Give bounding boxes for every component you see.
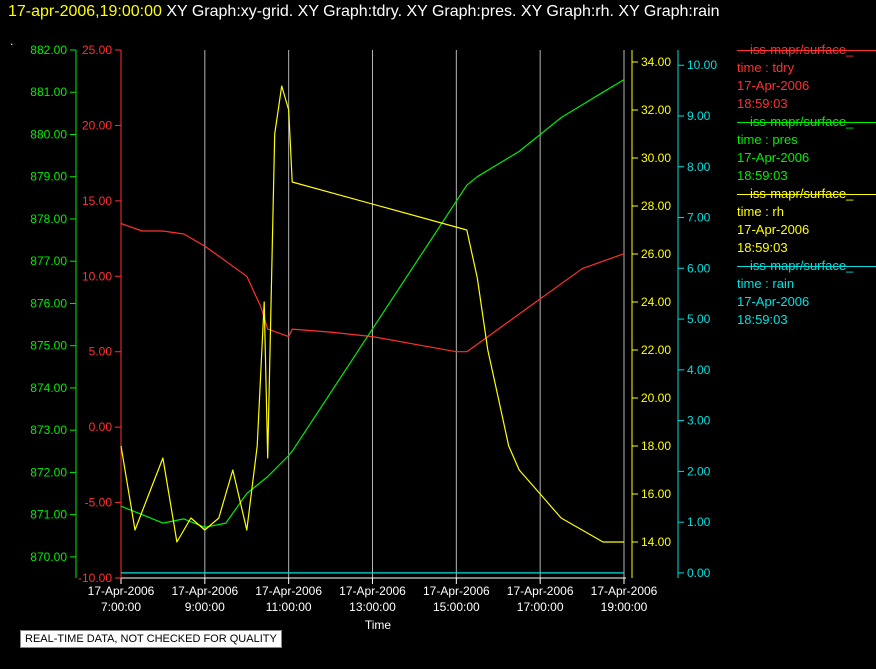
- x-tick-label-time: 17:00:00: [517, 600, 564, 614]
- x-tick-label-date: 17-Apr-2006: [171, 584, 238, 598]
- legend-name: —iss-mapr/surface_: [737, 42, 854, 57]
- pres-tick-label: 881.00: [30, 85, 67, 99]
- rh-tick-label: 18.00: [641, 439, 671, 453]
- legend-label: time : rain: [737, 276, 795, 291]
- legend-entry: —iss-mapr/surface_time : pres 17-Apr-2006…: [737, 114, 876, 185]
- rh-tick-label: 26.00: [641, 247, 671, 261]
- legend-name: —iss-mapr/surface_: [737, 114, 854, 129]
- legend-date: 17-Apr-2006: [737, 294, 810, 309]
- pres-tick-label: 873.00: [30, 423, 67, 437]
- x-tick-label-date: 17-Apr-2006: [507, 584, 574, 598]
- pres-tick-label: 879.00: [30, 170, 67, 184]
- rh-tick-label: 20.00: [641, 391, 671, 405]
- window-title: 17-apr-2006,19:00:00 XY Graph:xy-grid. X…: [8, 3, 720, 21]
- legend-entry: —iss-mapr/surface_time : tdry 17-Apr-2006…: [737, 42, 876, 113]
- legend-name: —iss-mapr/surface_: [737, 258, 854, 273]
- pres-tick-label: 878.00: [30, 212, 67, 226]
- rh-tick-label: 28.00: [641, 199, 671, 213]
- rain-tick-label: 4.00: [687, 363, 711, 377]
- legend-separator: [737, 266, 876, 267]
- title-graph-list: XY Graph:xy-grid. XY Graph:tdry. XY Grap…: [166, 3, 720, 20]
- rh-tick-label: 24.00: [641, 295, 671, 309]
- tdry-tick-label: 0.00: [89, 420, 113, 434]
- series-line-pres: [120, 79, 625, 528]
- legend-label: time : rh: [737, 204, 784, 219]
- legend-label: time : pres: [737, 132, 798, 147]
- legend-entry: —iss-mapr/surface_time : rain 17-Apr-2006…: [737, 258, 876, 329]
- x-axis-title: Time: [365, 618, 392, 632]
- x-tick-label-date: 17-Apr-2006: [88, 584, 155, 598]
- pres-tick-label: 876.00: [30, 296, 67, 310]
- legend-separator: [737, 122, 876, 123]
- tdry-tick-label: -5.00: [85, 496, 113, 510]
- tdry-tick-label: 5.00: [89, 345, 113, 359]
- rain-tick-label: 10.00: [687, 58, 717, 72]
- rh-tick-label: 22.00: [641, 343, 671, 357]
- tdry-tick-label: 25.00: [82, 43, 112, 57]
- x-tick-label-date: 17-Apr-2006: [423, 584, 490, 598]
- tdry-tick-label: 10.00: [82, 269, 112, 283]
- tdry-tick-label: 20.00: [82, 118, 112, 132]
- legend-date: 17-Apr-2006: [737, 222, 810, 237]
- legend-label: time : tdry: [737, 60, 795, 75]
- legend-time: 18:59:03: [737, 312, 788, 327]
- x-tick-label-time: 15:00:00: [433, 600, 480, 614]
- x-tick-label-date: 17-Apr-2006: [339, 584, 406, 598]
- corner-mark: .: [10, 34, 14, 48]
- rain-tick-label: 3.00: [687, 414, 711, 428]
- legend-entry: —iss-mapr/surface_time : rh 17-Apr-2006 18…: [737, 186, 876, 257]
- x-tick-label-time: 7:00:00: [101, 600, 141, 614]
- pres-tick-label: 875.00: [30, 339, 67, 353]
- rain-tick-label: 1.00: [687, 515, 711, 529]
- tdry-tick-label: 15.00: [82, 194, 112, 208]
- x-tick-label-date: 17-Apr-2006: [255, 584, 322, 598]
- rh-tick-label: 34.00: [641, 55, 671, 69]
- rain-tick-label: 6.00: [687, 261, 711, 275]
- legend-time: 18:59:03: [737, 168, 788, 183]
- legend-time: 18:59:03: [737, 96, 788, 111]
- legend-separator: [737, 194, 876, 195]
- pres-tick-label: 870.00: [30, 550, 67, 564]
- rain-tick-label: 7.00: [687, 211, 711, 225]
- rain-tick-label: 0.00: [687, 566, 711, 580]
- rain-tick-label: 9.00: [687, 109, 711, 123]
- legend-date: 17-Apr-2006: [737, 150, 810, 165]
- rain-tick-label: 2.00: [687, 464, 711, 478]
- pres-tick-label: 871.00: [30, 508, 67, 522]
- x-tick-label-date: 17-Apr-2006: [591, 584, 658, 598]
- legend-name: —iss-mapr/surface_: [737, 186, 854, 201]
- x-tick-label-time: 13:00:00: [349, 600, 396, 614]
- title-timestamp: 17-apr-2006,19:00:00: [8, 3, 162, 20]
- quality-notice: REAL-TIME DATA, NOT CHECKED FOR QUALITY: [20, 630, 282, 648]
- legend-date: 17-Apr-2006: [737, 78, 810, 93]
- rain-tick-label: 8.00: [687, 160, 711, 174]
- rh-tick-label: 30.00: [641, 151, 671, 165]
- rh-tick-label: 14.00: [641, 535, 671, 549]
- tdry-tick-label: -10.00: [78, 571, 112, 585]
- pres-tick-label: 882.00: [30, 43, 67, 57]
- rh-tick-label: 16.00: [641, 487, 671, 501]
- pres-tick-label: 877.00: [30, 254, 67, 268]
- rain-tick-label: 5.00: [687, 312, 711, 326]
- series-line-tdry: [120, 222, 625, 353]
- rh-tick-label: 32.00: [641, 103, 671, 117]
- pres-tick-label: 872.00: [30, 465, 67, 479]
- legend-time: 18:59:03: [737, 240, 788, 255]
- x-tick-label-time: 11:00:00: [266, 600, 312, 614]
- legend-separator: [737, 50, 876, 51]
- x-tick-label-time: 9:00:00: [185, 600, 225, 614]
- pres-tick-label: 874.00: [30, 381, 67, 395]
- series-line-rh: [120, 85, 624, 543]
- x-tick-label-time: 19:00:00: [601, 600, 648, 614]
- pres-tick-label: 880.00: [30, 127, 67, 141]
